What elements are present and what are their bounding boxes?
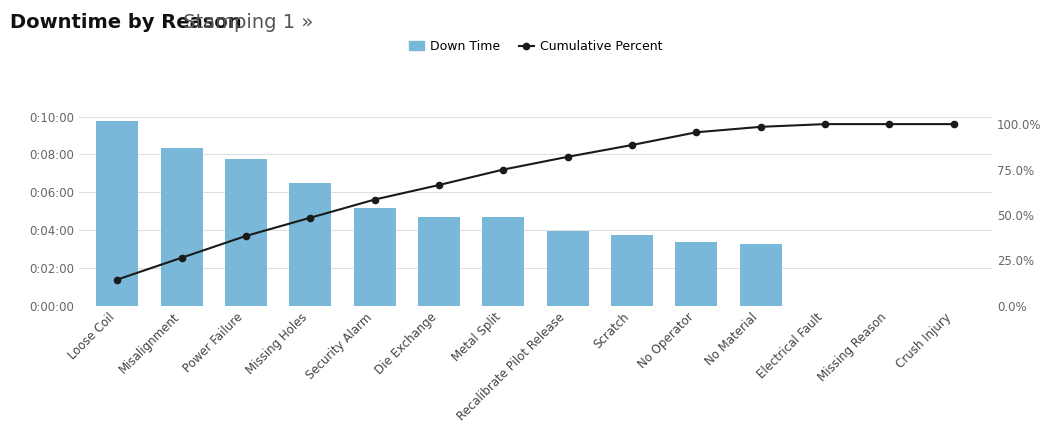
Bar <box>611 235 653 306</box>
Bar <box>97 121 139 306</box>
Legend: Down Time, Cumulative Percent: Down Time, Cumulative Percent <box>403 35 668 58</box>
Bar <box>482 217 524 306</box>
Bar <box>547 231 589 306</box>
Bar <box>290 183 331 306</box>
Bar <box>675 242 717 306</box>
Text: Downtime by Reason: Downtime by Reason <box>10 13 243 32</box>
Bar <box>354 208 396 306</box>
Bar <box>740 244 781 306</box>
Bar <box>418 217 460 306</box>
Text: Stamping 1 »: Stamping 1 » <box>176 13 313 32</box>
Bar <box>225 159 267 306</box>
Bar <box>161 148 203 306</box>
